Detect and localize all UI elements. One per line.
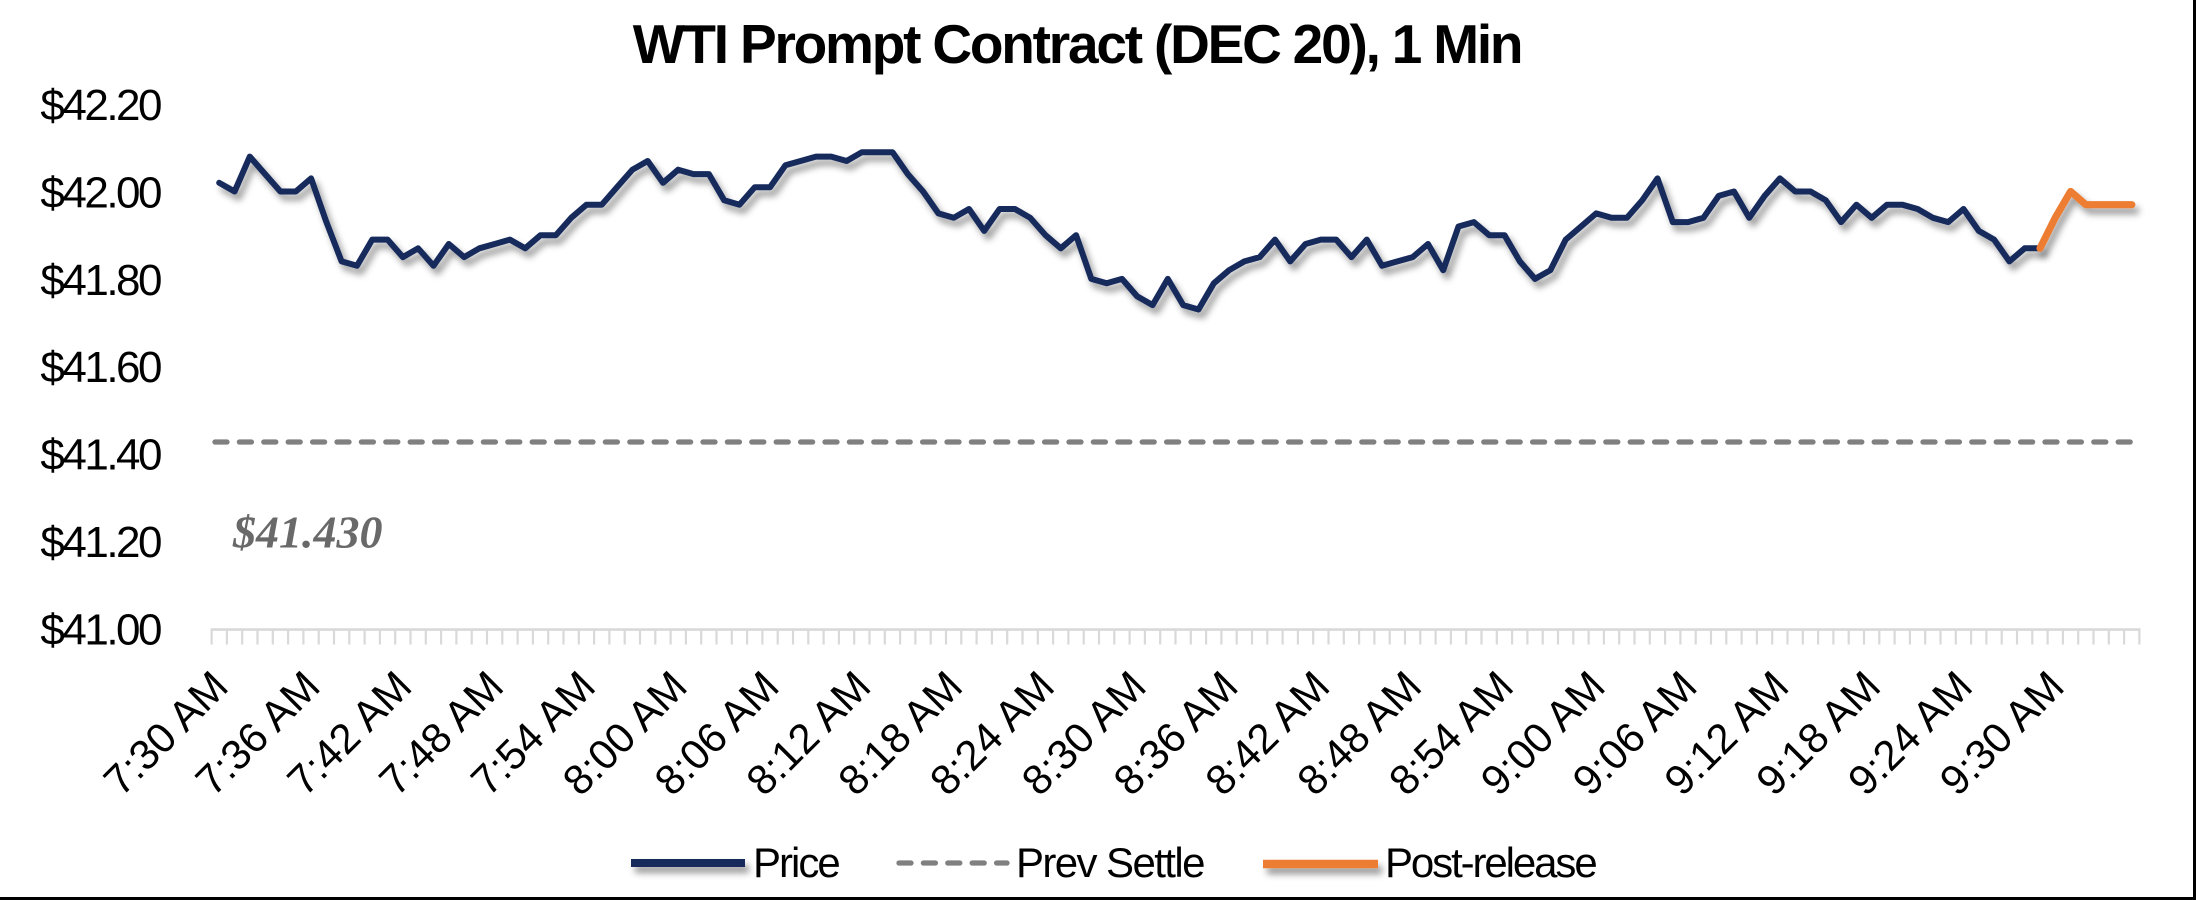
svg-text:$41.80: $41.80: [40, 256, 161, 305]
svg-text:$42.00: $42.00: [40, 169, 161, 218]
svg-text:$41.60: $41.60: [40, 343, 161, 392]
svg-text:Prev Settle: Prev Settle: [1016, 839, 1204, 886]
svg-text:Post-release: Post-release: [1385, 839, 1596, 886]
svg-text:Price: Price: [753, 839, 839, 886]
svg-text:$41.430: $41.430: [232, 507, 383, 558]
svg-text:$41.20: $41.20: [40, 518, 161, 567]
svg-text:$41.40: $41.40: [40, 431, 161, 480]
svg-text:WTI Prompt Contract (DEC 20),: WTI Prompt Contract (DEC 20), 1 Min: [633, 13, 1522, 75]
svg-text:$42.20: $42.20: [40, 81, 161, 130]
svg-text:$41.00: $41.00: [40, 605, 161, 654]
